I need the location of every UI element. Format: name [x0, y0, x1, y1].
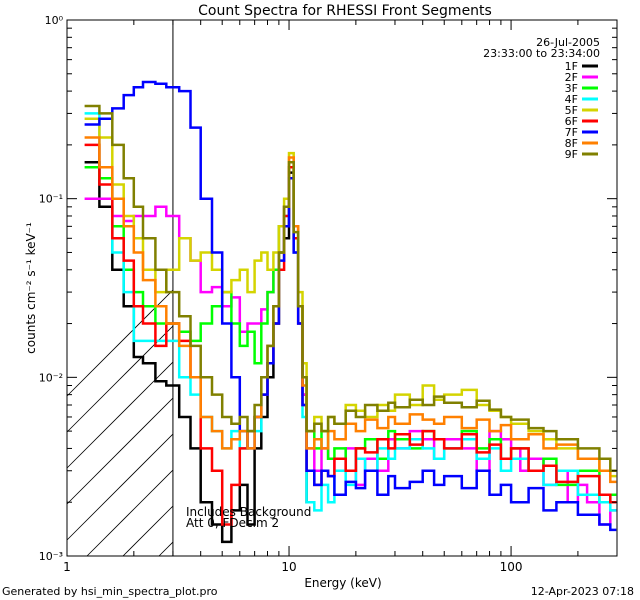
legend-label-6f: 6F: [565, 115, 578, 128]
legend-label-9f: 9F: [565, 148, 578, 161]
y-tick-label: 10⁰: [45, 14, 64, 27]
x-tick-label: 1: [63, 560, 71, 574]
hatched-region: [66, 20, 174, 557]
legend-label-4f: 4F: [565, 93, 578, 106]
hatch-line: [86, 469, 174, 557]
series-9f: [84, 104, 617, 473]
chart-title: Count Spectra for RHESSI Front Segments: [198, 3, 492, 19]
legend-label-8f: 8F: [565, 137, 578, 150]
x-tick-label: 100: [500, 560, 523, 574]
y-axis-label: counts cm⁻² s⁻¹ keV⁻¹: [24, 222, 38, 354]
series-2f: [84, 177, 617, 526]
legend-time-range: 23:33:00 to 23:34:00: [483, 47, 600, 60]
generation-timestamp: 12-Apr-2023 07:18: [530, 585, 634, 598]
legend-label-3f: 3F: [565, 82, 578, 95]
annotation-background: Includes Background: [186, 505, 311, 519]
annotation-attenuator: Att 0, FDecim 2: [186, 516, 279, 530]
hatch-line: [158, 541, 174, 557]
hatch-line: [66, 361, 174, 469]
legend-label-5f: 5F: [565, 104, 578, 117]
legend-label-7f: 7F: [565, 126, 578, 139]
hatch-line: [66, 397, 174, 505]
legend-label-1f: 1F: [565, 60, 578, 73]
series-4f: [84, 112, 617, 512]
axes: 1 10 100 10⁻³ 10⁻² 10⁻¹ 10⁰: [39, 14, 618, 574]
legend-date: 26-Jul-2005: [536, 36, 600, 49]
y-tick-label: 10⁻²: [39, 371, 63, 384]
plot-frame: [66, 19, 618, 557]
y-tick-label: 10⁻¹: [39, 193, 63, 206]
x-axis-label: Energy (keV): [304, 576, 381, 590]
series-1f: [84, 160, 313, 544]
hatch-line: [122, 505, 174, 557]
y-tick-label: 10⁻³: [39, 550, 63, 563]
legend-label-2f: 2F: [565, 71, 578, 84]
generated-by-note: Generated by hsi_min_spectra_plot.pro: [2, 585, 218, 598]
hatch-line: [66, 433, 174, 541]
x-tick-label: 10: [281, 560, 296, 574]
legend: 26-Jul-2005 23:33:00 to 23:34:00 1F2F3F4…: [483, 36, 600, 161]
